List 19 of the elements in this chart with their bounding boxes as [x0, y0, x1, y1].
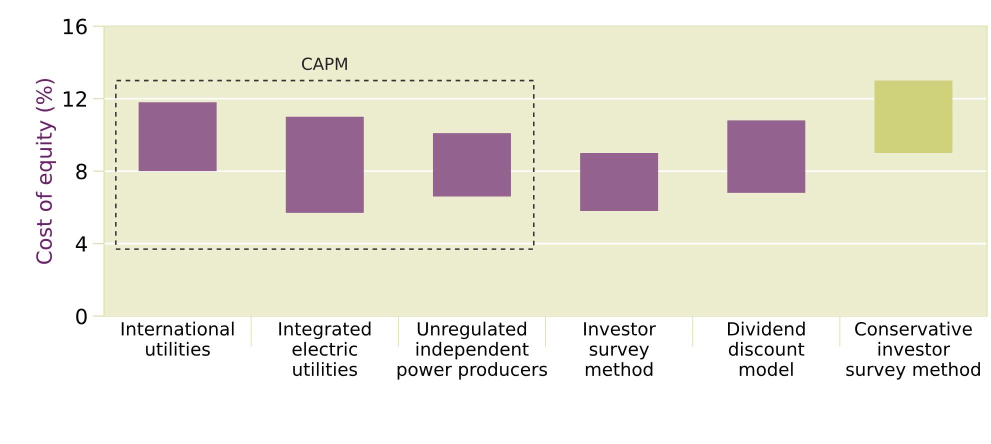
y-tick-label: 12 — [64, 91, 86, 107]
bar — [874, 80, 952, 154]
bar — [580, 153, 658, 212]
y-tick-label: 16 — [64, 18, 87, 34]
y-tick-label: 4 — [76, 236, 87, 252]
x-tick-label: Unregulated independent power producers — [398, 322, 547, 380]
x-tick-label: Investor survey method — [584, 322, 656, 376]
bar — [286, 116, 364, 213]
x-tick-label: Dividend discount model — [728, 322, 805, 376]
y-tick-label: 8 — [76, 164, 87, 180]
x-tick-label: Conservative investor survey method — [846, 322, 980, 380]
bar — [727, 120, 806, 193]
y-axis-title: Cost of equity (%) — [36, 79, 56, 264]
y-tick-label: 0 — [76, 308, 87, 324]
x-tick-label: International utilities — [122, 322, 234, 356]
bar — [432, 133, 511, 197]
x-tick-label: Integrated electric utilities — [279, 322, 370, 376]
annotation: CAPM — [302, 57, 347, 70]
bar — [138, 102, 217, 172]
